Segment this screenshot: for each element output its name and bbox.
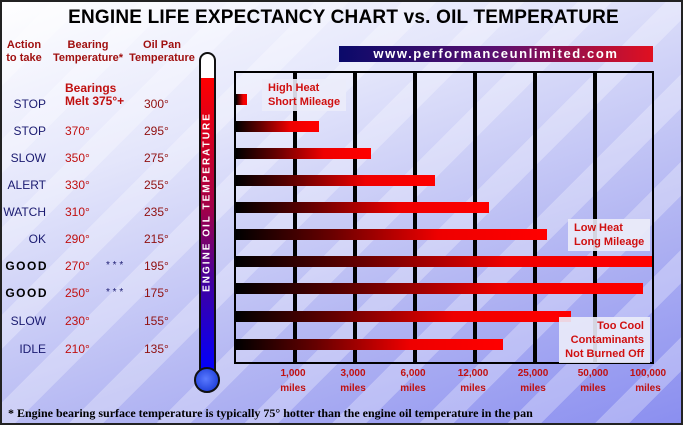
x-tick-text: 50,000 (577, 368, 609, 379)
x-tick-label: 1,000 miles (263, 366, 323, 396)
bar-235° (236, 202, 489, 213)
chart-title: ENGINE LIFE EXPECTANCY CHART vs. OIL TEM… (68, 7, 619, 28)
bar-295° (236, 121, 319, 132)
row-action: STOP (13, 124, 46, 138)
row-bearing-temp: 330° (65, 178, 90, 192)
annotation-high-heat: High Heat Short Mileage (262, 79, 347, 111)
gridline (533, 73, 537, 362)
gridline (413, 73, 417, 362)
row-action: SLOW (10, 314, 46, 328)
annotation-line: Low Heat (574, 222, 623, 234)
row-pan-temp: 175° (144, 286, 169, 300)
row-pan-temp: 300° (144, 97, 169, 111)
header-bearing: Bearing Temperature* (50, 39, 126, 65)
row-action: GOOD (5, 286, 48, 300)
x-tick-label: 25,000 miles (503, 366, 563, 396)
row-pan-temp: 135° (144, 342, 169, 356)
x-tick-text: miles (280, 383, 306, 394)
row-pan-temp: 215° (144, 232, 169, 246)
row-pan-temp: 275° (144, 151, 169, 165)
x-tick-text: 100,000 (629, 368, 667, 379)
row-stars: * * * (106, 260, 124, 271)
gridline (353, 73, 357, 362)
plot-area: High Heat Short Mileage Low Heat Long Milea… (234, 71, 654, 364)
x-tick-text: miles (400, 383, 426, 394)
header-bearing-line1: Bearing (67, 39, 109, 51)
annotation-line: Too Cool (597, 320, 644, 332)
x-tick-text: 3,000 (340, 368, 366, 379)
melt-line1: Bearings (65, 81, 117, 95)
bearings-melt-label: Bearings Melt 375°+ (65, 82, 124, 108)
row-bearing-temp: 270° (65, 259, 90, 273)
header-action: Action to take (2, 39, 46, 65)
thermometer-bulb-icon (194, 367, 220, 393)
row-bearing-temp: 210° (65, 342, 90, 356)
bar-195° (236, 256, 652, 267)
annotation-line: Long Mileage (574, 236, 645, 248)
melt-line2: Melt 375°+ (65, 94, 125, 108)
annotation-line: Short Mileage (268, 96, 341, 108)
header-pan-line2: Temperature (129, 52, 195, 64)
row-bearing-temp: 310° (65, 205, 90, 219)
row-pan-temp: 195° (144, 259, 169, 273)
x-tick-text: miles (340, 383, 366, 394)
x-tick-text: 1,000 (280, 368, 306, 379)
x-tick-text: miles (460, 383, 486, 394)
x-tick-text: 25,000 (517, 368, 549, 379)
annotation-low-heat: Low Heat Long Mileage (568, 219, 651, 251)
gridline (293, 73, 297, 362)
row-pan-temp: 155° (144, 314, 169, 328)
row-stars: * * * (106, 287, 124, 298)
x-tick-label: 3,000 miles (323, 366, 383, 396)
x-tick-text: 12,000 (457, 368, 489, 379)
row-action: OK (28, 232, 46, 246)
bar-300° (236, 94, 247, 105)
row-bearing-temp: 230° (65, 314, 90, 328)
row-action: ALERT (7, 178, 46, 192)
annotation-line: Not Burned Off (565, 348, 644, 360)
x-tick-label: 12,000 miles (443, 366, 503, 396)
x-tick-label: 6,000 miles (383, 366, 443, 396)
row-action: IDLE (19, 342, 46, 356)
row-bearing-temp: 370° (65, 124, 90, 138)
thermometer (199, 52, 216, 374)
row-action: STOP (13, 97, 46, 111)
x-tick-text: miles (580, 383, 606, 394)
row-pan-temp: 235° (144, 205, 169, 219)
row-action: SLOW (10, 151, 46, 165)
row-bearing-temp: 350° (65, 151, 90, 165)
bar-275° (236, 148, 371, 159)
gridline (593, 73, 597, 362)
row-bearing-temp: 250° (65, 286, 90, 300)
row-pan-temp: 295° (144, 124, 169, 138)
thermometer-label: ENGINE OIL TEMPERATURE (201, 112, 213, 292)
x-tick-text: 6,000 (400, 368, 426, 379)
annotation-line: High Heat (268, 82, 320, 94)
website-link[interactable]: www.performanceunlimited.com (339, 46, 653, 62)
bar-255° (236, 175, 435, 186)
footnote: * Engine bearing surface temperature is … (8, 406, 533, 420)
bar-175° (236, 283, 643, 294)
annotation-line: Contaminants (570, 334, 644, 346)
annotation-too-cool: Too Cool Contaminants Not Burned Off (559, 317, 650, 363)
row-action: GOOD (5, 259, 48, 273)
header-action-line1: Action (6, 39, 42, 51)
bar-215° (236, 229, 547, 240)
row-bearing-temp: 290° (65, 232, 90, 246)
bar-135° (236, 339, 503, 350)
gridline (473, 73, 477, 362)
row-action: WATCH (3, 205, 46, 219)
x-tick-label: 50,000 miles (563, 366, 623, 396)
header-pan-line1: Oil Pan (143, 39, 181, 51)
header-action-line2: to take (6, 52, 42, 64)
header-pan: Oil Pan Temperature (128, 39, 196, 65)
bar-155° (236, 311, 571, 322)
x-tick-label: 100,000 miles (618, 366, 678, 396)
x-tick-text: miles (635, 383, 661, 394)
x-tick-text: miles (520, 383, 546, 394)
header-bearing-line2: Temperature* (52, 52, 124, 64)
row-pan-temp: 255° (144, 178, 169, 192)
